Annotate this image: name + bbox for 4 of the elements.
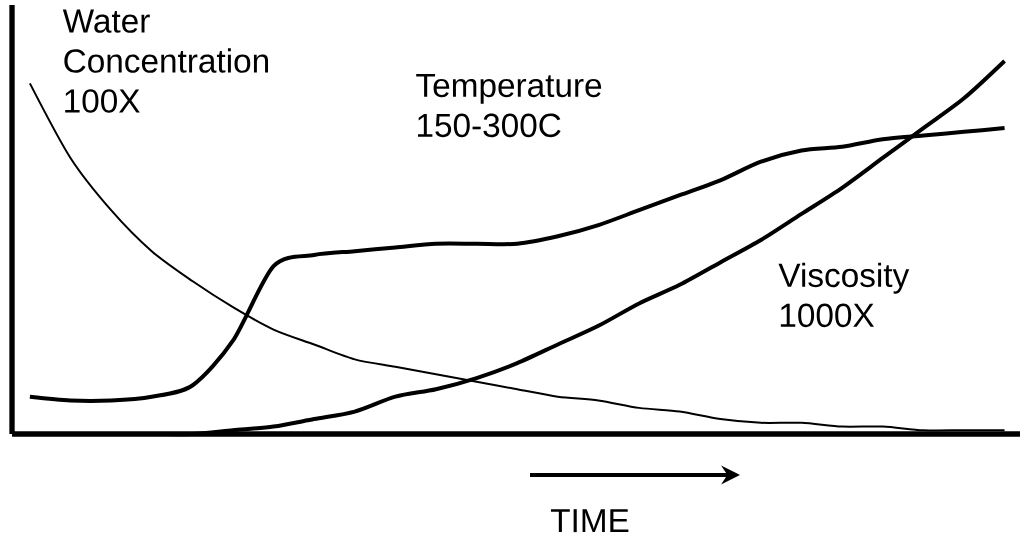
series-label: Water Concentration 100X — [62, 9, 269, 113]
series-label: Viscosity 1000X — [778, 262, 910, 328]
text: Temperature 150-300C — [416, 73, 602, 138]
x-axis-title: TIME — [550, 509, 629, 533]
